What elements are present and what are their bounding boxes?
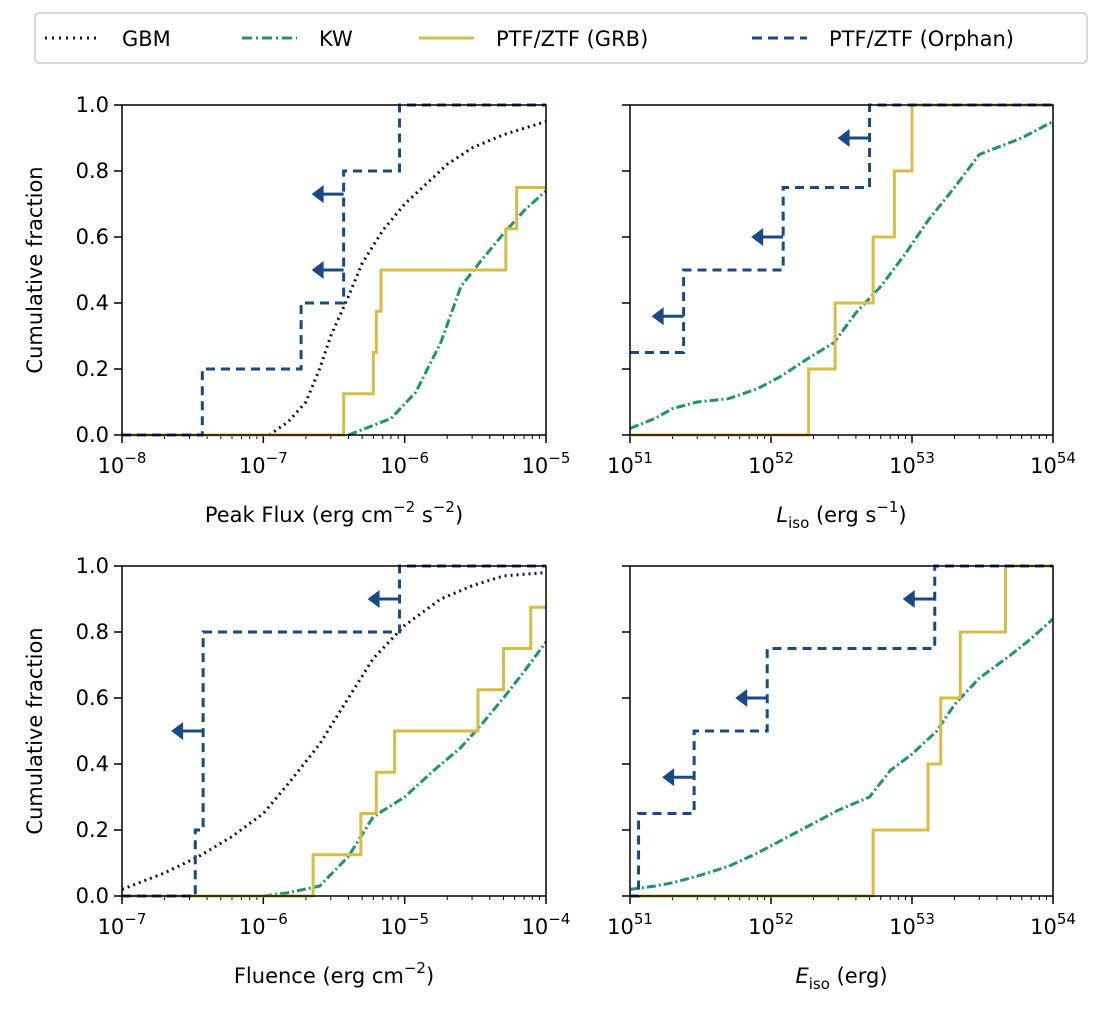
x-tick-label: 1054	[1030, 449, 1076, 478]
y-tick-label: 0.0	[76, 423, 109, 447]
series-grb	[630, 564, 1053, 898]
y-axis-label: Cumulative fraction	[23, 166, 47, 373]
y-tick-label: 0.8	[76, 620, 109, 644]
x-tick-label: 1053	[889, 449, 935, 478]
y-tick-label: 0.6	[76, 686, 109, 710]
series-kw	[630, 120, 1053, 430]
axes-frame	[629, 565, 1054, 897]
x-tick-label: 10−6	[239, 910, 288, 939]
legend-label-grb: PTF/ZTF (GRB)	[496, 27, 648, 51]
y-axis-label: Cumulative fraction	[23, 627, 47, 834]
panel-l-iso: 1051 1052 1053 1054 Liso (erg s−1)	[607, 103, 1076, 532]
x-tick-label: 10−4	[522, 910, 571, 939]
x-tick-label: 1052	[748, 449, 794, 478]
axes-frame	[121, 565, 547, 897]
limit-arrow-head	[311, 185, 324, 204]
x-tick-label: 10−5	[380, 910, 429, 939]
legend-label-kw: KW	[319, 27, 353, 51]
series-kw	[630, 617, 1053, 891]
panel-peak-flux: 10−8 10−7 10−6 10−5 0.0 0.2 0.4 0.6 0.8 1.0 Cumula…	[23, 93, 570, 527]
legend-label-gbm: GBM	[122, 27, 171, 51]
series-grb	[122, 605, 546, 898]
series-orphan	[122, 103, 546, 437]
limit-arrow-head	[311, 261, 324, 279]
limit-arrow-head	[662, 768, 675, 787]
y-tick-label: 0.4	[76, 291, 109, 315]
limit-arrow-head	[171, 722, 184, 740]
x-tick-label: 10−7	[98, 910, 147, 939]
legend-label-orphan: PTF/ZTF (Orphan)	[829, 27, 1014, 51]
x-tick-label: 1054	[1030, 910, 1076, 939]
y-tick-label: 0.8	[76, 159, 109, 183]
axes-frame	[629, 104, 1054, 436]
limit-arrow-head	[651, 307, 664, 326]
series-orphan	[630, 564, 1053, 898]
y-tick-label: 0.0	[76, 884, 109, 908]
panel-fluence: 10−7 10−6 10−5 10−4 0.0 0.2 0.4 0.6 0.8 1.0 Cumula…	[23, 554, 570, 988]
x-axis-label: Liso (erg s−1)	[776, 498, 906, 532]
series-orphan	[630, 103, 1053, 354]
x-tick-label: 1051	[607, 910, 653, 939]
x-tick-label: 10−8	[98, 449, 147, 478]
limit-arrow-head	[735, 689, 748, 707]
limit-arrow-head	[367, 590, 380, 608]
limit-arrow-head	[751, 228, 764, 246]
y-tick-label: 0.6	[76, 225, 109, 249]
axes-frame	[121, 104, 547, 436]
y-tick-label: 0.2	[76, 818, 109, 842]
y-tick-label: 1.0	[76, 93, 109, 117]
series-orphan	[122, 564, 546, 898]
x-axis-label: Peak Flux (erg cm−2 s−2)	[205, 498, 463, 527]
x-tick-label: 10−6	[380, 449, 429, 478]
x-tick-label: 1052	[748, 910, 794, 939]
y-tick-label: 0.2	[76, 357, 109, 381]
legend: GBM KW PTF/ZTF (GRB) PTF/ZTF (Orphan)	[34, 12, 1088, 64]
limit-arrow-head	[902, 590, 915, 608]
series-gbm	[268, 120, 546, 437]
series-grb	[122, 186, 546, 437]
limit-arrow-head	[837, 129, 850, 147]
x-tick-label: 1053	[889, 910, 935, 939]
series-grb	[630, 103, 1053, 437]
x-tick-label: 1051	[607, 449, 653, 478]
series-gbm	[122, 571, 546, 891]
panel-e-iso: 1051 1052 1053 1054 Eiso (erg)	[607, 564, 1076, 993]
y-tick-label: 0.4	[76, 752, 109, 776]
x-tick-label: 10−7	[239, 449, 288, 478]
x-axis-label: Eiso (erg)	[795, 964, 887, 993]
x-axis-label: Fluence (erg cm−2)	[234, 959, 434, 988]
y-tick-label: 1.0	[76, 554, 109, 578]
x-tick-label: 10−5	[522, 449, 571, 478]
